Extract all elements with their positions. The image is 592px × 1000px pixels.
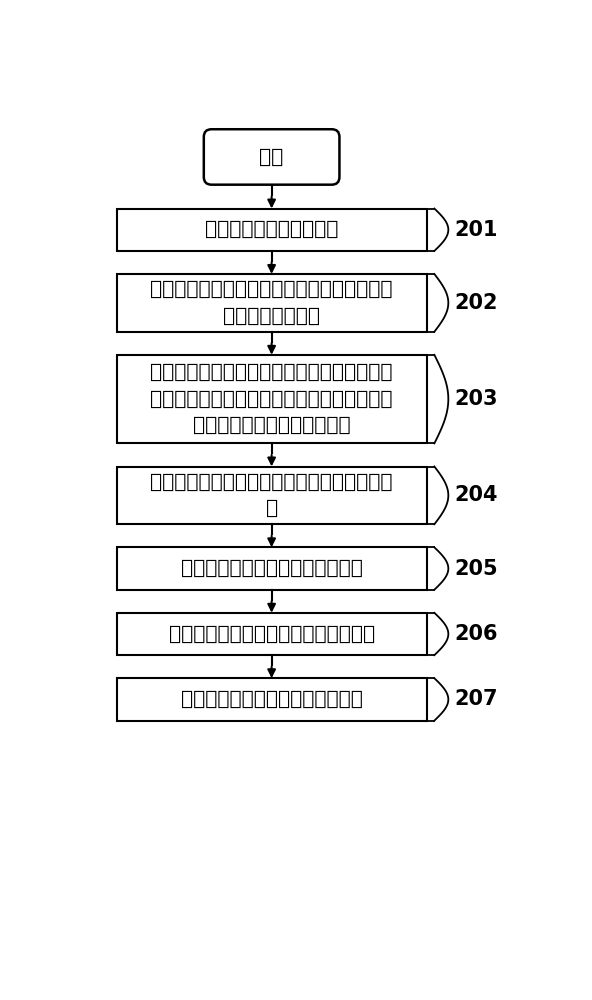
Text: 开始: 开始 <box>259 147 284 166</box>
Text: 201: 201 <box>455 220 498 240</box>
Bar <box>117 274 427 332</box>
Bar <box>117 355 427 443</box>
Bar <box>117 678 427 721</box>
Text: 205: 205 <box>455 559 498 579</box>
FancyBboxPatch shape <box>204 129 339 185</box>
Bar <box>117 547 427 590</box>
Text: 获得多个初始的备选射野: 获得多个初始的备选射野 <box>205 220 338 239</box>
Bar <box>117 613 427 655</box>
Text: 207: 207 <box>455 689 498 709</box>
Text: 202: 202 <box>455 293 498 313</box>
Text: 203: 203 <box>455 389 498 409</box>
Text: 求解各参考射野相应的子野形状所需的照射跳
数: 求解各参考射野相应的子野形状所需的照射跳 数 <box>150 473 393 518</box>
Bar <box>117 466 427 524</box>
Bar <box>117 209 427 251</box>
Text: 206: 206 <box>455 624 498 644</box>
Text: 根据备选射野的剂量分布，求解多个备选射野
中使调强放疗的计划质量提升最大的一个或多
个参考射野及相应的子野形状: 根据备选射野的剂量分布，求解多个备选射野 中使调强放疗的计划质量提升最大的一个或… <box>150 363 393 435</box>
Text: 204: 204 <box>455 485 498 505</box>
Text: 对各参考射野所包含的各子野进行优化: 对各参考射野所包含的各子野进行优化 <box>169 624 375 643</box>
Text: 输出满足设定要求的子野优化结果: 输出满足设定要求的子野优化结果 <box>181 690 362 709</box>
Text: 计算各备选射野中各子射束对器官体元的单位
照射跳数剂量贡献: 计算各备选射野中各子射束对器官体元的单位 照射跳数剂量贡献 <box>150 280 393 326</box>
Text: 合并各参考射野中相邻角度的子野: 合并各参考射野中相邻角度的子野 <box>181 559 362 578</box>
